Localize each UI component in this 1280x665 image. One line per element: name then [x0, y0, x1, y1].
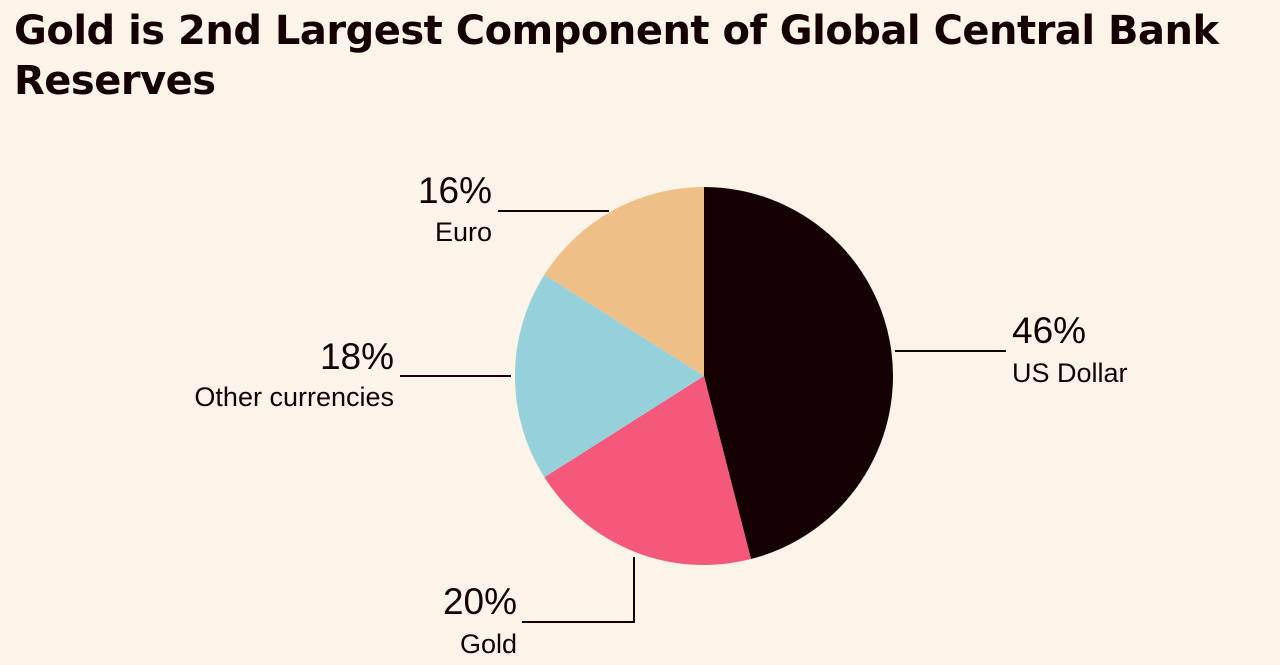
leader-line-gold [522, 557, 635, 623]
pie-labels: 46% US Dollar 20% Gold 18% Other currencies 16… [194, 170, 1127, 659]
slice-value-label-euro: 16% [418, 170, 492, 211]
pie-slice-other-currencies [514, 274, 704, 478]
pie-slice-gold [544, 376, 751, 565]
slice-name-label-other-currencies: Other currencies [194, 382, 394, 412]
slice-value-label-us-dollar: 46% [1012, 310, 1086, 351]
slice-value-label-other-currencies: 18% [320, 336, 394, 377]
slice-value-label-gold: 20% [443, 581, 517, 622]
slice-name-label-euro: Euro [435, 217, 492, 247]
chart-title: Gold is 2nd Largest Component of Global … [14, 8, 1219, 104]
pie-slices [514, 187, 893, 565]
pie-slice-euro [544, 187, 704, 376]
slice-name-label-us-dollar: US Dollar [1012, 358, 1128, 388]
pie-slice-us-dollar [704, 187, 893, 560]
slice-name-label-gold: Gold [460, 629, 517, 659]
